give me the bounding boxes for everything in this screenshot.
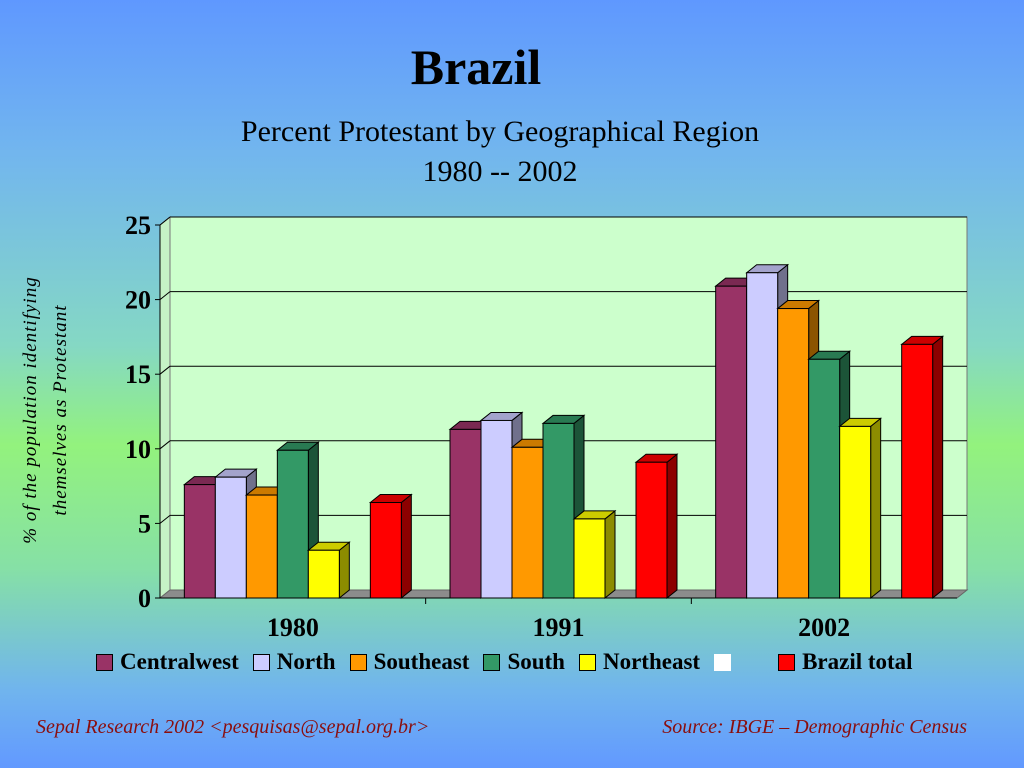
legend-item	[714, 653, 738, 671]
legend-label: South	[507, 649, 565, 674]
chart-subtitle: Percent Protestant by Geographical Regio…	[0, 112, 1000, 192]
gridline-diagonal	[159, 515, 171, 524]
y-tick-label: 10	[125, 435, 151, 464]
bar	[900, 335, 945, 600]
gridline-diagonal	[159, 291, 171, 300]
x-tick-label: 1991	[533, 613, 585, 642]
subtitle-line-2: 1980 -- 2002	[422, 155, 578, 188]
bar	[634, 453, 679, 600]
page-title: Brazil	[410, 39, 542, 95]
bar	[368, 493, 413, 600]
bar	[838, 417, 883, 600]
gridline-diagonal	[159, 216, 171, 226]
legend-item: North	[252, 649, 336, 675]
legend-item: Brazil total	[778, 649, 913, 675]
legend-swatch	[714, 653, 732, 671]
subtitle-line-1: Percent Protestant by Geographical Regio…	[240, 115, 760, 148]
bar	[306, 541, 351, 600]
legend-label: North	[276, 649, 336, 674]
footer-credit: Sepal Research 2002 <pesquisas@sepal.org…	[36, 716, 430, 738]
legend-swatch	[483, 653, 501, 671]
legend-item: Northeast	[578, 649, 701, 675]
legend-swatch	[96, 653, 113, 671]
legend-swatch	[778, 653, 796, 671]
legend-swatch	[252, 653, 270, 671]
legend-item: Southeast	[349, 649, 470, 675]
legend-label: Centralwest	[120, 649, 239, 674]
bar	[572, 509, 617, 600]
y-tick-label: 0	[138, 584, 151, 613]
y-tick-label: 20	[125, 286, 151, 315]
legend-label: Brazil total	[802, 649, 913, 674]
y-tick-label: 15	[125, 360, 151, 389]
legend-label: Southeast	[373, 649, 470, 674]
gridline-diagonal	[159, 365, 171, 375]
gridline-diagonal	[159, 440, 171, 450]
plot-side-wall	[159, 215, 171, 600]
legend-item: South	[483, 649, 565, 675]
legend-item: Centralwest	[96, 649, 239, 675]
footer-source: Source: IBGE – Demographic Census	[662, 716, 967, 738]
legend-swatch	[349, 653, 367, 671]
x-tick-label: 2002	[798, 613, 850, 642]
legend-swatch	[578, 653, 596, 671]
legend-label: Northeast	[602, 649, 701, 674]
x-tick-label: 1980	[267, 613, 319, 642]
y-tick-label: 5	[138, 509, 151, 538]
chart-legend: Centralwest North Southeast South Northeast B…	[96, 649, 927, 675]
y-tick-label: 25	[125, 211, 151, 240]
